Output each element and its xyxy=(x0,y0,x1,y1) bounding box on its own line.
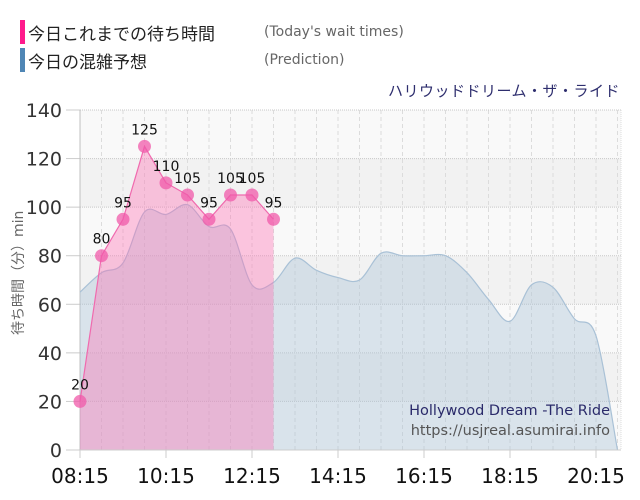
y-axis-label: 待ち時間（分）min xyxy=(11,210,27,335)
svg-text:20:15: 20:15 xyxy=(567,464,625,488)
svg-text:80: 80 xyxy=(38,246,62,268)
watermark-url: https://usjreal.asumirai.info xyxy=(410,423,610,439)
svg-text:20: 20 xyxy=(71,377,89,393)
legend-prediction-label-en: (Prediction) xyxy=(264,52,345,68)
today-swatch xyxy=(20,20,25,44)
svg-text:14:15: 14:15 xyxy=(309,464,367,488)
watermark-ride-name: Hollywood Dream -The Ride xyxy=(409,403,610,419)
svg-text:80: 80 xyxy=(93,232,111,248)
ride-title: ハリウッドドリーム・ザ・ライド xyxy=(387,82,620,100)
svg-text:40: 40 xyxy=(38,343,62,365)
svg-text:140: 140 xyxy=(26,100,62,122)
svg-text:100: 100 xyxy=(26,197,62,219)
svg-text:95: 95 xyxy=(265,195,283,211)
svg-text:95: 95 xyxy=(114,195,132,211)
svg-text:60: 60 xyxy=(38,294,62,316)
svg-text:110: 110 xyxy=(153,159,180,175)
svg-text:120: 120 xyxy=(26,149,62,171)
svg-text:95: 95 xyxy=(200,195,218,211)
svg-text:08:15: 08:15 xyxy=(51,464,109,488)
svg-text:125: 125 xyxy=(131,122,158,138)
prediction-swatch xyxy=(20,48,25,72)
svg-text:20: 20 xyxy=(38,391,62,413)
svg-text:105: 105 xyxy=(239,171,266,187)
svg-text:0: 0 xyxy=(50,440,62,462)
legend-today-label-ja: 今日これまでの待ち時間 xyxy=(28,24,215,45)
legend-prediction-label-ja: 今日の混雑予想 xyxy=(28,52,147,73)
svg-text:105: 105 xyxy=(174,171,201,187)
svg-text:10:15: 10:15 xyxy=(137,464,195,488)
legend: 今日これまでの待ち時間 (Today's wait times) 今日の混雑予想… xyxy=(20,18,404,74)
svg-text:12:15: 12:15 xyxy=(223,464,281,488)
svg-text:16:15: 16:15 xyxy=(395,464,453,488)
svg-text:105: 105 xyxy=(217,171,244,187)
legend-item-prediction[interactable]: 今日の混雑予想 (Prediction) xyxy=(20,46,404,74)
svg-text:18:15: 18:15 xyxy=(481,464,539,488)
legend-item-today[interactable]: 今日これまでの待ち時間 (Today's wait times) xyxy=(20,18,404,46)
legend-today-label-en: (Today's wait times) xyxy=(264,24,404,40)
watermark: Hollywood Dream -The Ride https://usjrea… xyxy=(409,401,610,441)
